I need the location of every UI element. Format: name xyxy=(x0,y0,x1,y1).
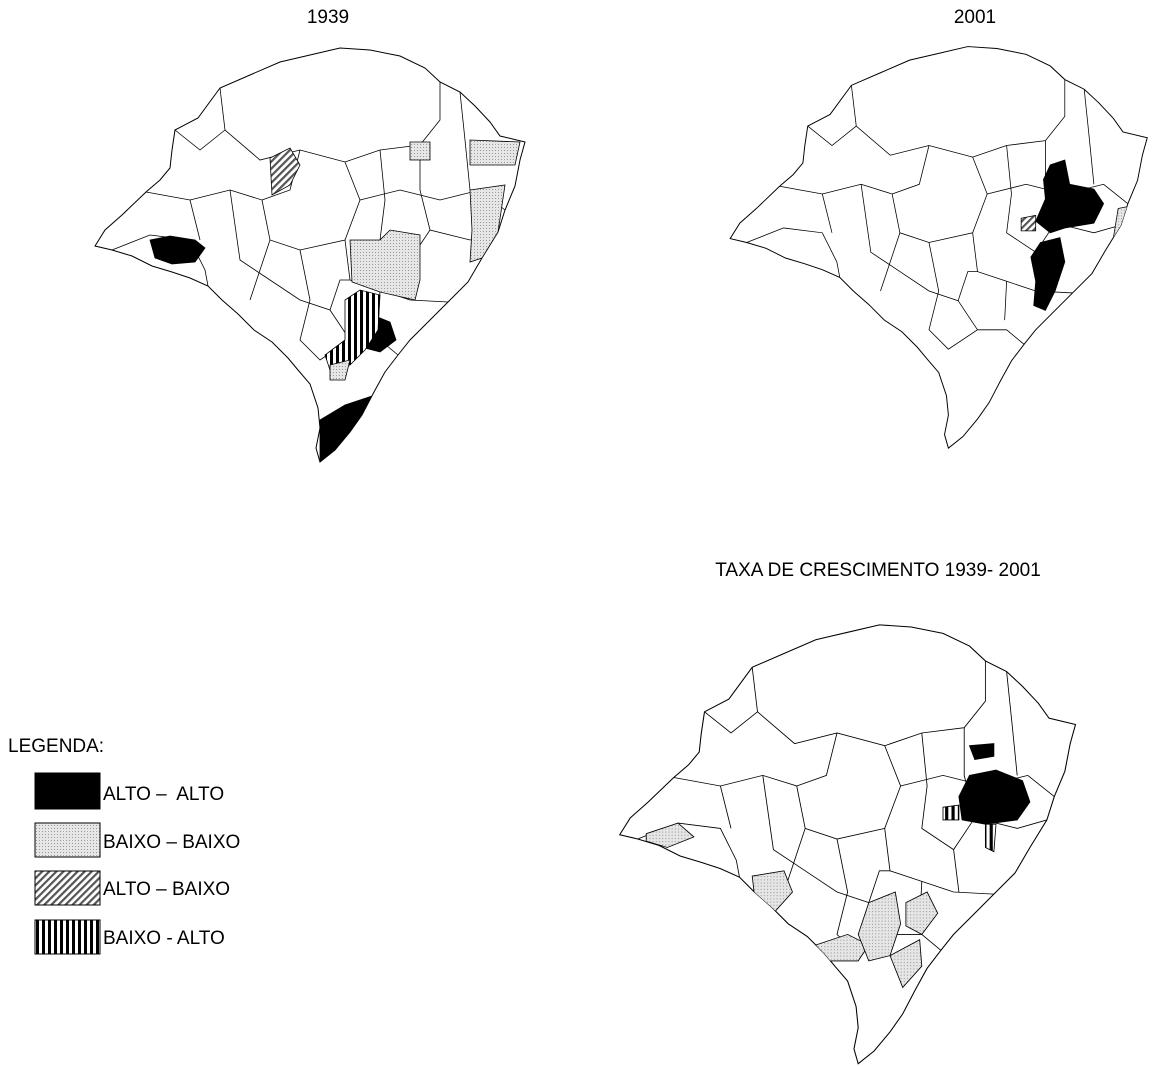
legend-label: BAIXO – BAIXO xyxy=(103,832,240,853)
map xyxy=(620,625,1076,1064)
legend-swatch xyxy=(34,822,101,858)
legend-swatch xyxy=(34,772,101,810)
map xyxy=(95,48,525,462)
legend-swatch xyxy=(34,919,101,955)
legend-label: BAIXO - ALTO xyxy=(103,928,225,949)
map-title: TAXA DE CRESCIMENTO 1939- 2001 xyxy=(715,560,1041,581)
legend-label: ALTO – ALTO xyxy=(103,784,224,805)
map-title: 1939 xyxy=(307,7,349,28)
legend: LEGENDA: ALTO – ALTO BAIXO – BAIXO ALTO … xyxy=(8,736,240,955)
legend-label: ALTO – BAIXO xyxy=(103,879,230,900)
legend-title: LEGENDA: xyxy=(8,736,104,757)
map xyxy=(730,47,1147,449)
legend-swatch xyxy=(34,870,101,906)
map-title: 2001 xyxy=(954,7,996,28)
